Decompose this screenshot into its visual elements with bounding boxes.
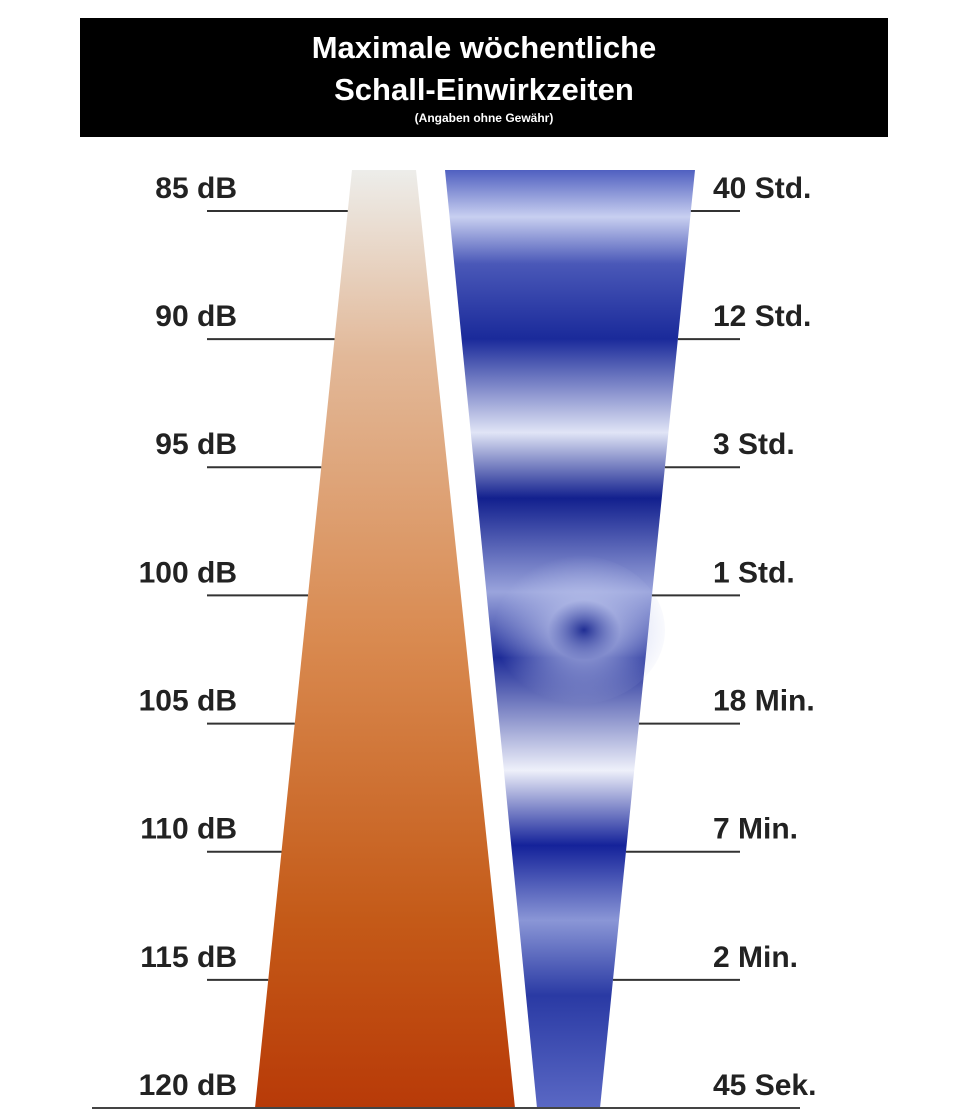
- time-label: 40 Std.: [713, 172, 811, 205]
- time-label: 45 Sek.: [713, 1069, 816, 1102]
- time-label: 18 Min.: [713, 684, 815, 717]
- time-label: 1 Std.: [713, 556, 795, 589]
- title-line: Schall-Einwirkzeiten: [334, 72, 634, 107]
- rows: 85 dB 40 Std. 90 dB 12 Std. 95 dB 3 Std. 100 d…: [139, 172, 817, 1102]
- time-label: 12 Std.: [713, 300, 811, 333]
- time-label: 7 Min.: [713, 813, 798, 846]
- db-label: 115 dB: [140, 941, 237, 974]
- time-label: 2 Min.: [713, 941, 798, 974]
- db-label: 95 dB: [155, 428, 237, 461]
- time-label: 3 Std.: [713, 428, 795, 461]
- db-label: 120 dB: [139, 1069, 237, 1102]
- db-label: 105 dB: [139, 684, 237, 717]
- db-label: 85 dB: [155, 172, 237, 205]
- db-label: 100 dB: [139, 556, 237, 589]
- db-label: 110 dB: [140, 813, 237, 846]
- title-line: Maximale wöchentliche: [312, 30, 657, 65]
- subtitle: (Angaben ohne Gewähr): [415, 111, 554, 125]
- header-box: [80, 18, 888, 137]
- db-wedge: [255, 170, 515, 1108]
- db-label: 90 dB: [155, 300, 237, 333]
- swirl: [485, 555, 665, 705]
